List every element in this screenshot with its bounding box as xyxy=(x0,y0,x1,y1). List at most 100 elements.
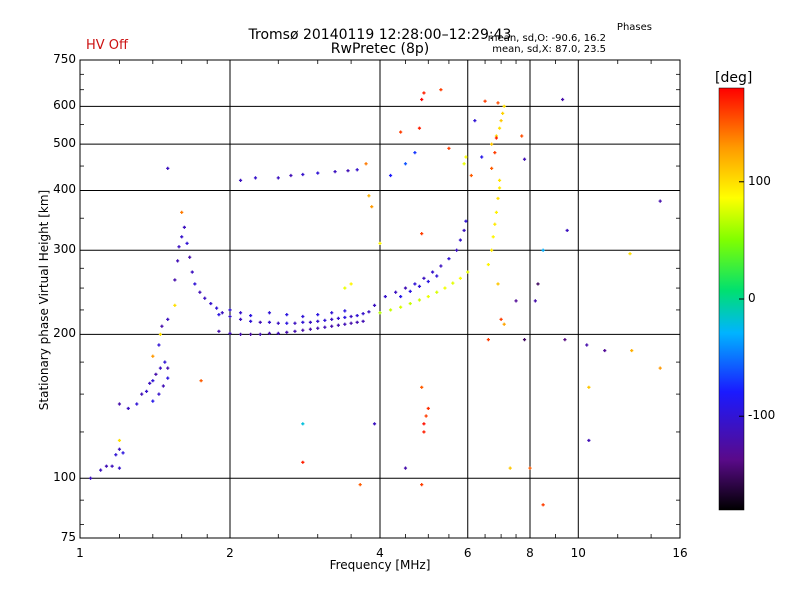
echo-point-o xyxy=(285,321,289,325)
echo-point-x xyxy=(496,101,500,105)
echo-point-o xyxy=(333,170,337,174)
echo-point-o xyxy=(343,322,347,326)
echo-point-o xyxy=(157,392,161,396)
echo-point-x xyxy=(420,97,424,102)
echo-point-o xyxy=(190,270,194,274)
echo-point-o xyxy=(330,324,334,328)
echo-point-o xyxy=(166,366,170,370)
echo-point-o xyxy=(253,176,258,180)
echo-point-o xyxy=(346,169,350,173)
echo-point-o xyxy=(148,381,152,385)
echo-point-o xyxy=(188,255,192,259)
echo-point-o xyxy=(293,329,297,333)
echo-point-x xyxy=(420,385,424,389)
echo-point-x xyxy=(451,281,455,285)
echo-point-o xyxy=(585,343,589,347)
echo-point-o xyxy=(151,399,155,403)
echo-point-x xyxy=(541,503,545,507)
echo-point-o xyxy=(193,282,197,286)
echo-point-o xyxy=(289,173,293,178)
echo-point-x xyxy=(343,286,347,290)
echo-point-o xyxy=(249,332,253,336)
echo-point-o xyxy=(182,225,186,229)
echo-point-o xyxy=(177,245,181,249)
echo-point-o xyxy=(603,348,607,353)
echo-point-x xyxy=(408,301,412,306)
echo-point-o xyxy=(258,320,262,324)
echo-point-x xyxy=(462,162,466,166)
echo-point-x xyxy=(426,294,430,299)
echo-point-x xyxy=(486,262,490,267)
x-tick-label: 1 xyxy=(76,546,84,560)
echo-point-o xyxy=(258,332,262,336)
echo-point-o xyxy=(565,228,569,233)
echo-point-o xyxy=(104,464,109,468)
echo-point-o xyxy=(121,451,125,455)
echo-point-o xyxy=(435,274,439,278)
phases-stats-o: mean, sd,O: -90.6, 16.2 xyxy=(487,33,606,44)
y-tick-label: 200 xyxy=(53,326,76,341)
echo-point-o xyxy=(422,276,426,280)
echo-point-x xyxy=(358,483,362,487)
echo-point-x xyxy=(508,466,512,470)
echo-point-o xyxy=(514,299,518,303)
echo-point-x xyxy=(499,119,503,123)
echo-point-o xyxy=(330,311,334,315)
echo-point-x xyxy=(528,466,532,470)
echo-point-x xyxy=(420,483,424,487)
echo-point-o xyxy=(439,264,443,268)
chart-title: Tromsø 20140119 12:28:00–12:29:43 xyxy=(248,27,512,43)
echo-point-o xyxy=(276,331,280,335)
echo-point-o xyxy=(536,282,540,286)
echo-point-x xyxy=(422,430,426,434)
echo-point-x xyxy=(364,162,368,166)
echo-point-x xyxy=(658,366,662,370)
echo-point-o xyxy=(349,321,353,325)
echo-point-o xyxy=(267,311,272,315)
echo-point-o xyxy=(308,327,313,331)
x-tick-label: 4 xyxy=(376,546,384,560)
echo-point-x xyxy=(490,248,494,252)
colorbar-tick-label: 100 xyxy=(748,173,771,188)
echo-point-x xyxy=(399,130,403,134)
echo-point-o xyxy=(388,173,393,178)
echo-point-x xyxy=(520,134,524,138)
echo-point-o xyxy=(285,313,289,317)
phases-title: Phases xyxy=(616,22,652,33)
echo-point-x xyxy=(399,305,403,309)
y-tick-label: 500 xyxy=(53,136,76,151)
echo-point-o xyxy=(473,119,477,123)
echo-point-o xyxy=(267,331,272,335)
colorbar-tick-label: 0 xyxy=(748,291,756,305)
echo-point-o xyxy=(140,392,144,396)
x-tick-label: 6 xyxy=(463,546,472,560)
echo-point-x xyxy=(424,414,428,418)
colorbar-title: [deg] xyxy=(715,70,753,86)
echo-point-o xyxy=(293,321,297,325)
y-tick-label: 600 xyxy=(53,98,76,113)
y-tick-label: 300 xyxy=(53,242,76,257)
echo-point-o xyxy=(336,323,340,327)
echo-point-o xyxy=(403,286,408,290)
echo-point-o xyxy=(228,314,232,319)
echo-point-o xyxy=(541,248,545,252)
hv-status: HV Off xyxy=(86,38,128,53)
echo-point-o xyxy=(249,319,253,323)
echo-point-x xyxy=(483,99,487,103)
echo-point-o xyxy=(135,402,139,406)
echo-point-o xyxy=(157,343,161,347)
echo-point-o xyxy=(355,320,359,324)
x-tick-label: 8 xyxy=(526,546,534,560)
echo-point-o xyxy=(110,464,114,468)
echo-point-o xyxy=(166,166,170,170)
echo-point-o xyxy=(394,290,398,294)
phases-stats-x: mean, sd,X: 87.0, 23.5 xyxy=(492,44,606,55)
echo-point-x xyxy=(417,298,422,302)
echo-point-o xyxy=(154,372,158,376)
echo-point-x xyxy=(469,173,473,178)
echo-point-o xyxy=(522,338,527,342)
echo-point-o xyxy=(323,318,327,322)
echo-point-o xyxy=(349,314,353,319)
echo-point-o xyxy=(238,311,243,315)
